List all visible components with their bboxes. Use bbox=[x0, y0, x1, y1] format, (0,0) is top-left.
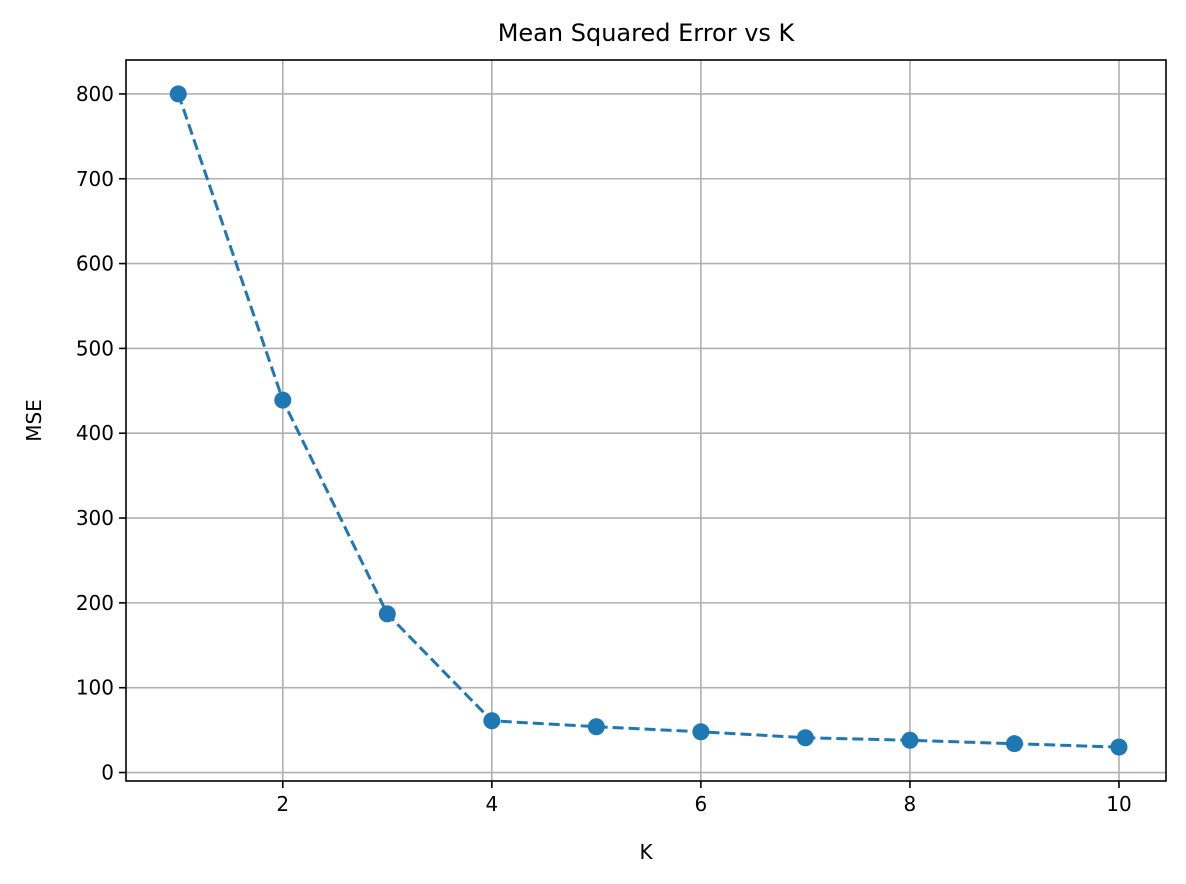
grid bbox=[126, 60, 1166, 781]
y-tick-label: 700 bbox=[76, 167, 114, 191]
data-point bbox=[1005, 735, 1023, 753]
y-tick-label: 0 bbox=[101, 761, 114, 785]
y-tick-label: 300 bbox=[76, 506, 114, 530]
y-tick-label: 200 bbox=[76, 591, 114, 615]
data-point bbox=[587, 718, 605, 736]
y-tick-label: 800 bbox=[76, 82, 114, 106]
y-tick-label: 100 bbox=[76, 676, 114, 700]
x-tick-label: 2 bbox=[276, 792, 289, 816]
x-tick-label: 4 bbox=[485, 792, 498, 816]
y-axis: 0 100 200 300 400 500 600 700 800 bbox=[76, 82, 126, 785]
series-line bbox=[176, 93, 1120, 749]
data-point bbox=[378, 605, 396, 623]
x-tick-label: 6 bbox=[695, 792, 708, 816]
x-tick-label: 10 bbox=[1106, 792, 1131, 816]
y-tick-label: 400 bbox=[76, 421, 114, 445]
x-axis-label: K bbox=[639, 840, 653, 864]
data-point bbox=[274, 391, 292, 409]
data-point bbox=[169, 85, 187, 103]
data-point bbox=[1110, 738, 1128, 756]
y-tick-label: 500 bbox=[76, 336, 114, 360]
y-axis-label: MSE bbox=[22, 399, 46, 442]
x-axis: 2 4 6 8 10 bbox=[276, 781, 1132, 816]
data-point bbox=[796, 729, 814, 747]
data-point bbox=[483, 712, 501, 730]
data-point bbox=[692, 723, 710, 741]
data-point bbox=[901, 731, 919, 749]
plot-area bbox=[169, 85, 1128, 756]
plot-frame bbox=[125, 59, 1167, 782]
y-tick-label: 600 bbox=[76, 252, 114, 276]
chart-title: Mean Squared Error vs K bbox=[498, 19, 796, 47]
x-tick-label: 8 bbox=[904, 792, 917, 816]
